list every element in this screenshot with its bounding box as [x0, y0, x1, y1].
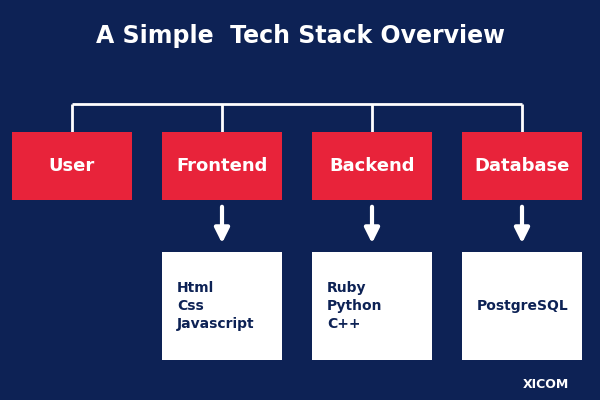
Text: A Simple  Tech Stack Overview: A Simple Tech Stack Overview [95, 24, 505, 48]
Bar [462, 252, 582, 360]
Text: PostgreSQL: PostgreSQL [477, 299, 569, 313]
Bar [312, 132, 432, 200]
Text: Database: Database [475, 157, 569, 175]
Text: Frontend: Frontend [176, 157, 268, 175]
Text: XICOM: XICOM [523, 378, 569, 390]
Bar [312, 252, 432, 360]
Bar [12, 132, 132, 200]
Text: User: User [49, 157, 95, 175]
Text: Backend: Backend [329, 157, 415, 175]
Text: Html
Css
Javascript: Html Css Javascript [177, 281, 254, 331]
Bar [162, 132, 282, 200]
Text: Ruby
Python
C++: Ruby Python C++ [327, 281, 383, 331]
Bar [462, 132, 582, 200]
Bar [162, 252, 282, 360]
